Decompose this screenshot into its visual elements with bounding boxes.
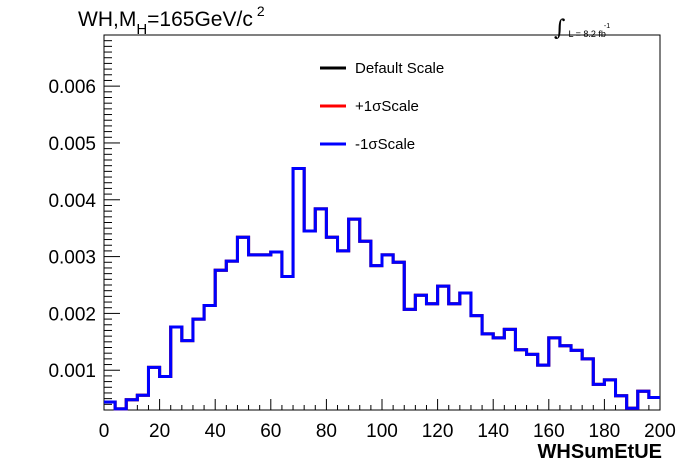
legend-label: Default Scale bbox=[355, 60, 444, 77]
legend: Default Scale +1σScale -1σScale bbox=[320, 60, 444, 153]
y-tick-label: 0.004 bbox=[48, 191, 96, 212]
luminosity-superscript: -1 bbox=[603, 23, 611, 30]
x-tick-label: 80 bbox=[316, 421, 337, 442]
series-step-line bbox=[104, 167, 660, 411]
x-tick-label: 100 bbox=[366, 421, 398, 442]
legend-label: +1σScale bbox=[355, 98, 419, 115]
x-tick-label: 120 bbox=[422, 421, 454, 442]
chart-title: WH,MH=165GeV/c 2 bbox=[78, 3, 265, 38]
y-tick-label: 0.001 bbox=[48, 361, 96, 382]
series-step-line bbox=[104, 167, 660, 411]
x-tick-label: 160 bbox=[533, 421, 565, 442]
x-tick-label: 60 bbox=[260, 421, 281, 442]
title-main: WH,M bbox=[78, 8, 137, 31]
axis-ticks: 0 20 40 60 80 100 120 140 160 180 200 0.001 0.002 0.0… bbox=[48, 40, 676, 442]
title-superscript: 2 bbox=[256, 3, 265, 19]
series-layer bbox=[104, 167, 660, 411]
x-tick-label: 140 bbox=[477, 421, 509, 442]
plot-frame bbox=[103, 34, 661, 411]
y-tick-label: 0.003 bbox=[48, 248, 96, 269]
x-axis-label: WHSumEtUE bbox=[537, 441, 662, 463]
title-rest: =165GeV/c bbox=[147, 8, 253, 31]
x-tick-label: 0 bbox=[99, 421, 110, 442]
x-tick-label: 40 bbox=[205, 421, 226, 442]
x-tick-label: 200 bbox=[644, 421, 676, 442]
x-tick-label: 180 bbox=[589, 421, 621, 442]
luminosity-text: L = 8.2 fb bbox=[568, 29, 606, 39]
x-tick-label: 20 bbox=[149, 421, 170, 442]
y-tick-label: 0.002 bbox=[48, 304, 96, 325]
luminosity-label: ∫ L = 8.2 fb-1 bbox=[554, 10, 611, 41]
integral-symbol: ∫ bbox=[554, 16, 566, 41]
legend-label: -1σScale bbox=[355, 136, 415, 153]
series-step-line bbox=[104, 167, 660, 411]
title-subscript: H bbox=[136, 21, 148, 38]
y-tick-label: 0.005 bbox=[48, 134, 96, 155]
y-tick-label: 0.006 bbox=[48, 77, 96, 98]
